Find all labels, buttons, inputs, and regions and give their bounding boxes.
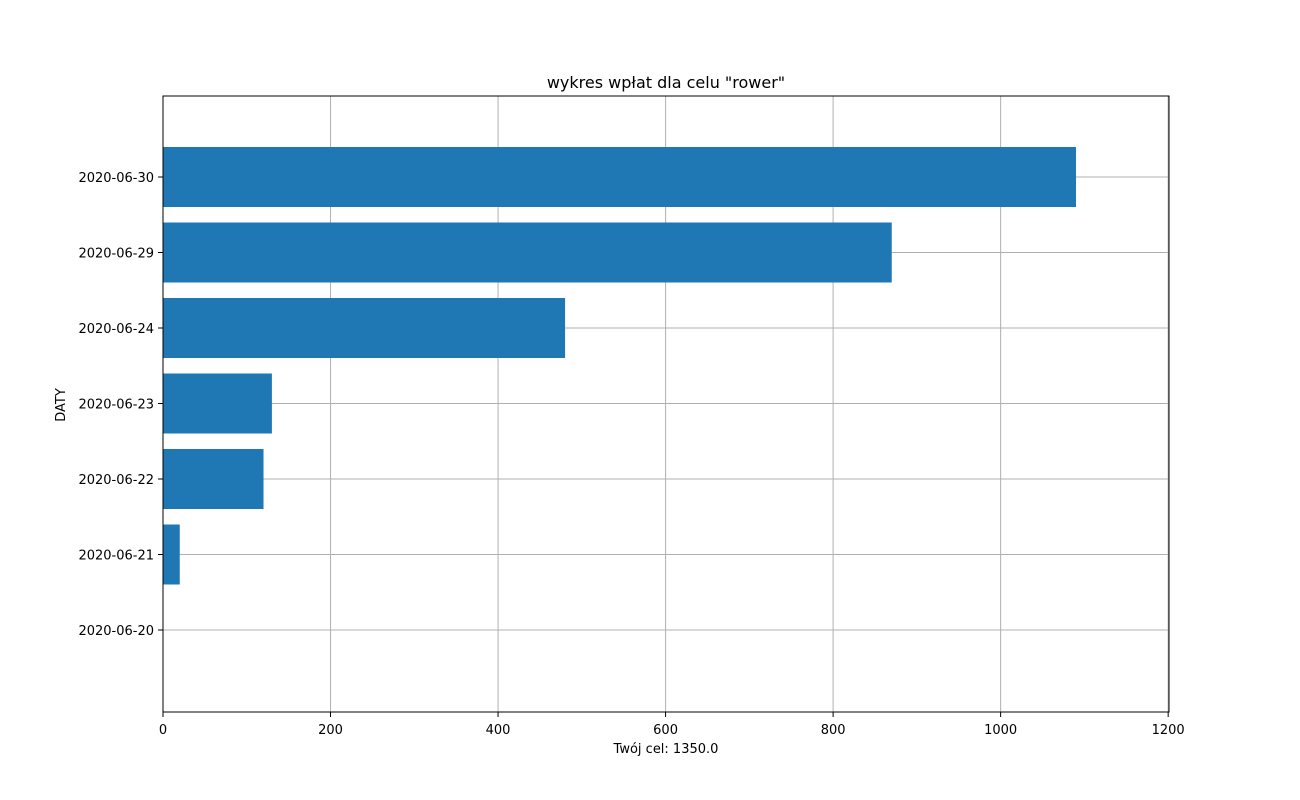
bar-2020-06-22 xyxy=(163,449,264,509)
x-axis-label: Twój cel: 1350.0 xyxy=(613,742,719,757)
y-tick-label: 2020-06-30 xyxy=(78,171,154,186)
x-tick-label: 1200 xyxy=(1152,723,1185,738)
y-tick-label: 2020-06-29 xyxy=(78,247,154,262)
x-tick-label: 400 xyxy=(486,723,511,738)
bar-2020-06-29 xyxy=(163,222,892,283)
y-tick-label: 2020-06-21 xyxy=(78,549,154,564)
chart-title: wykres wpłat dla celu "rower" xyxy=(547,73,785,92)
y-tick-label: 2020-06-20 xyxy=(78,624,154,639)
y-tick-label: 2020-06-22 xyxy=(78,473,154,488)
bar-2020-06-21 xyxy=(163,524,180,585)
y-axis-label: DATY xyxy=(54,388,69,422)
x-tick-label: 200 xyxy=(318,723,343,738)
y-axis-ticks: 2020-06-20 2020-06-21 2020-06-22 2020-06-23… xyxy=(78,171,163,639)
y-tick-label: 2020-06-23 xyxy=(78,398,154,413)
y-tick-label: 2020-06-24 xyxy=(78,322,154,337)
bar-2020-06-23 xyxy=(163,373,272,434)
bar-2020-06-24 xyxy=(163,298,566,358)
bar-2020-06-30 xyxy=(163,147,1077,207)
x-tick-label: 600 xyxy=(653,723,678,738)
x-tick-label: 1000 xyxy=(984,723,1017,738)
x-axis-ticks: 0 200 400 600 800 1000 1200 xyxy=(159,712,1185,738)
bars xyxy=(163,147,1077,585)
x-tick-label: 800 xyxy=(821,723,846,738)
x-tick-label: 0 xyxy=(159,723,167,738)
